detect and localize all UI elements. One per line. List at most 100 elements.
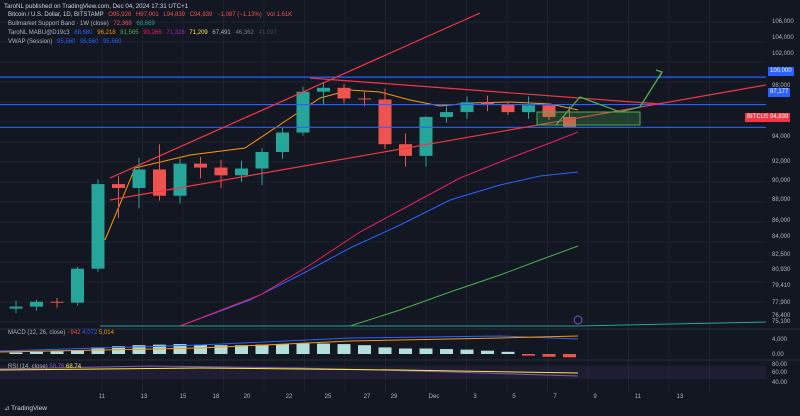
macd-histogram-bar xyxy=(358,345,371,354)
y-tick-label: 98,000 xyxy=(772,83,791,89)
rsi-axis-label: 80.00 xyxy=(772,362,788,368)
y-tick-label: 88,000 xyxy=(772,197,791,203)
taro-v7: 46,362 xyxy=(235,30,254,36)
macd-histogram-bar xyxy=(440,349,453,354)
time-axis[interactable]: 11 13 15 18 20 22 25 27 29 Dec 3 5 7 9 11 13 xyxy=(99,394,684,400)
rsi-label: RSI (14, close) xyxy=(8,364,48,370)
price-label-100k: 100,000 xyxy=(768,67,794,76)
taro-v8: 41,997 xyxy=(258,30,277,36)
taro-v1: 96,218 xyxy=(97,30,116,36)
candle-body xyxy=(194,163,207,168)
bull-band-legend[interactable]: Bullmarket Support Band · 1W (close) 72,… xyxy=(8,21,158,27)
candle-body xyxy=(419,116,433,156)
ohlc-change: −1,087 (−1.13%) xyxy=(217,12,262,18)
y-tick-label: 80,930 xyxy=(772,267,791,273)
taro-v6: 67,491 xyxy=(212,30,231,36)
candle-body xyxy=(440,112,453,117)
x-tick-label: 25 xyxy=(325,394,332,400)
y-tick-label: 84,000 xyxy=(772,234,791,240)
candle-body xyxy=(276,132,289,152)
projection-arrow-icon xyxy=(655,69,663,79)
x-tick-label: 13 xyxy=(141,394,148,400)
y-tick-label: 75,100 xyxy=(772,319,791,325)
macd-histogram-bar xyxy=(481,350,494,354)
macd-legend[interactable]: MACD (12, 26, close) −942 4,072 5,014 xyxy=(8,330,114,336)
rsi-legend[interactable]: RSI (14, close) 58.76 68.74 xyxy=(8,364,81,370)
bull-band-v1: 72,368 xyxy=(113,21,132,27)
candle-body xyxy=(30,301,43,307)
candle-body xyxy=(235,168,248,176)
taro-v0: 88,680 xyxy=(74,30,93,36)
y-tick-label: 82,500 xyxy=(772,252,791,258)
macd-histogram-bar xyxy=(276,344,289,354)
symbol-legend[interactable]: Bitcoin / U.S. Dollar, 1D, BITSTAMP O95,… xyxy=(8,12,295,18)
rsi-v1: 58.76 xyxy=(49,364,65,370)
vwap-v0: 95,560 xyxy=(57,39,76,45)
macd-v2: 4,072 xyxy=(82,330,98,336)
event-marker-icon[interactable] xyxy=(573,315,583,325)
macd-histogram-bar xyxy=(30,351,43,354)
x-tick-label: 3 xyxy=(473,394,477,400)
x-tick-label: 27 xyxy=(364,394,371,400)
macd-histogram-bar xyxy=(563,354,576,358)
taro-legend[interactable]: TaroNL MABU@D19c3 88,680 96,218 81,565 9… xyxy=(8,30,280,36)
macd-histogram-bar xyxy=(235,345,248,354)
macd-histogram-bar xyxy=(214,345,228,354)
tradingview-brand[interactable]: ⊿ TradingView xyxy=(4,404,47,412)
x-tick-label: 11 xyxy=(99,394,106,400)
y-tick-label: 79,410 xyxy=(772,283,791,289)
bull-band-label: Bullmarket Support Band · 1W (close) xyxy=(8,21,109,27)
x-tick-label: 7 xyxy=(553,394,557,400)
ma-blue-line xyxy=(179,171,579,327)
ma-teal-line xyxy=(100,321,767,327)
macd-histogram-bar xyxy=(255,344,269,354)
candle-body xyxy=(358,98,371,100)
ohlc-volume: Vol 1.61K xyxy=(266,12,293,18)
candle-body xyxy=(91,184,105,269)
ma-pink-line xyxy=(179,131,579,327)
y-tick-label: 90,000 xyxy=(772,178,791,184)
x-tick-label: 15 xyxy=(180,394,187,400)
vwap-label: VWAP (Session) xyxy=(8,39,53,45)
indicator-overlays xyxy=(100,89,767,327)
macd-axis-label: 0.00 xyxy=(772,352,784,358)
target-box[interactable] xyxy=(536,111,641,126)
price-axis[interactable]: 106,000 104,000 102,000 98,000 94,000 92,000 9… xyxy=(772,19,794,325)
macd-histogram-bar xyxy=(522,354,535,356)
macd-histogram-bar xyxy=(378,347,392,354)
ohlc-open: O95,926 xyxy=(108,12,132,18)
macd-label: MACD (12, 26, close) xyxy=(8,330,66,336)
macd-signal-line xyxy=(0,335,579,353)
macd-v1: −942 xyxy=(67,330,81,336)
macd-histogram-bar xyxy=(153,344,166,354)
trend-drawings xyxy=(109,12,767,325)
macd-histogram-bar xyxy=(71,350,84,354)
y-tick-label: 94,000 xyxy=(772,134,791,140)
rsi-v2: 68.74 xyxy=(66,364,82,370)
candle-body xyxy=(317,87,330,92)
y-tick-label: 86,000 xyxy=(772,218,791,224)
y-tick-label: 106,000 xyxy=(772,19,794,25)
macd-histogram-bar xyxy=(317,343,330,354)
candle-body xyxy=(153,169,166,196)
x-tick-label: 5 xyxy=(512,394,516,400)
ohlc-high: H97,001 xyxy=(135,12,159,18)
rsi-ma-line xyxy=(0,367,579,374)
vwap-legend[interactable]: VWAP (Session) 95,560 95,560 95,560 xyxy=(8,39,124,45)
y-tick-label: 104,000 xyxy=(772,35,794,41)
candle-body xyxy=(255,151,269,169)
taro-v5: 71,209 xyxy=(189,30,208,36)
publisher-line: TaroNL published on TradingView.com, Dec… xyxy=(4,3,189,10)
y-tick-label: 77,900 xyxy=(772,300,791,306)
x-tick-label: 11 xyxy=(635,394,642,400)
rsi-axis-label: 40.00 xyxy=(772,380,788,386)
rsi-line xyxy=(0,365,579,377)
x-tick-label: 18 xyxy=(213,394,220,400)
macd-histogram-bar xyxy=(542,354,556,357)
tradingview-logo-icon: ⊿ xyxy=(4,405,12,412)
x-tick-label: Dec xyxy=(429,394,440,400)
macd-histogram-bar xyxy=(112,346,125,354)
macd-axis-label: 4,000 xyxy=(772,337,788,343)
macd-histogram-bar xyxy=(194,344,207,354)
